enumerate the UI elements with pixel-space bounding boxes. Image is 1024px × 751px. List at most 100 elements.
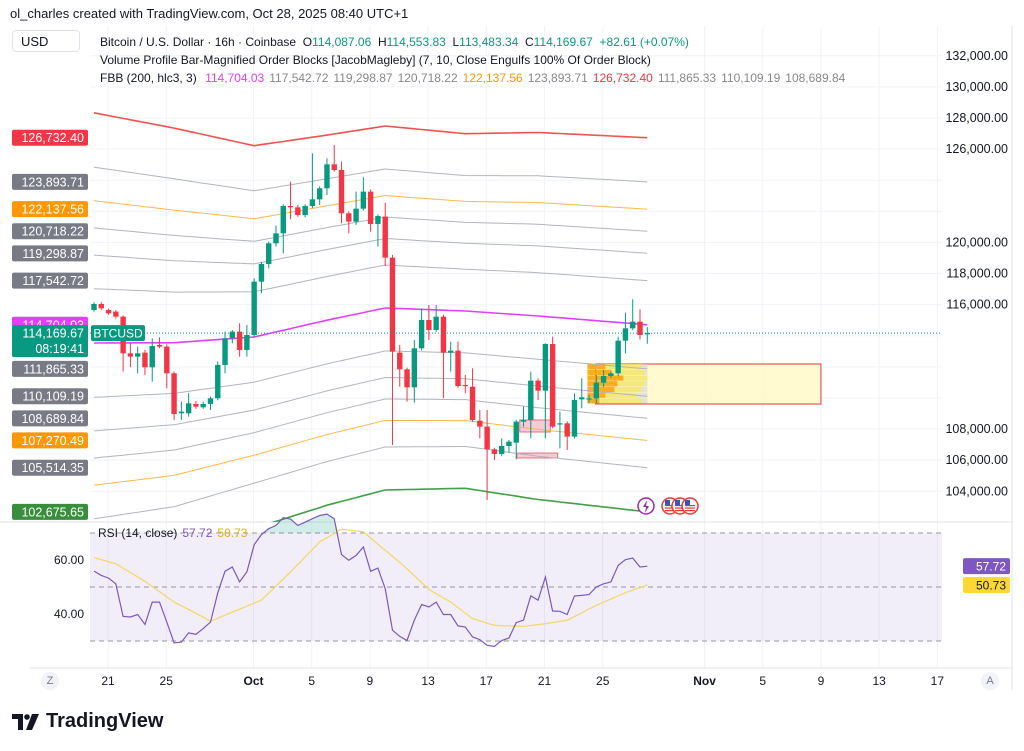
lightning-icon-bolt: [643, 500, 649, 513]
candle: [462, 374, 468, 394]
candle: [571, 393, 578, 439]
candle: [287, 181, 294, 220]
fbb-band-line: [93, 264, 648, 293]
candle: [477, 409, 483, 439]
price-badge-label: 117,542.72: [22, 274, 84, 288]
candle: [615, 336, 621, 377]
candle: [630, 299, 636, 331]
us-flag-stripe: [665, 507, 675, 509]
candle: [397, 344, 403, 387]
candle-body: [600, 375, 607, 383]
candle: [608, 371, 614, 378]
high-value: 114,553.83: [386, 35, 446, 49]
price-axis-label: 118,000.00: [946, 267, 1008, 281]
candle: [382, 202, 388, 266]
candle-body: [397, 352, 403, 370]
candle: [215, 361, 221, 401]
candle: [251, 278, 257, 338]
candle: [404, 367, 410, 402]
us-flag-canton: [665, 500, 670, 505]
rsi-axis-label: 40.00: [54, 607, 84, 621]
indicator-legend-fbb[interactable]: FBB (200, hlc3, 3) 114,704.03 117,542.72 1…: [100, 71, 846, 85]
candle: [542, 343, 549, 439]
fbb-band-line: [93, 112, 648, 147]
candle-body: [338, 170, 345, 214]
candle-body: [316, 188, 323, 200]
candle-body: [608, 373, 614, 376]
candle-body: [367, 191, 374, 224]
candle: [513, 419, 519, 460]
candle-body: [469, 386, 476, 420]
fbb-band-line: [93, 420, 648, 486]
candle: [557, 411, 563, 449]
candle-body: [542, 343, 549, 391]
candle: [433, 304, 439, 332]
price-badge-label: 114,169.67: [22, 327, 84, 341]
candle-body: [236, 331, 243, 350]
candle: [528, 371, 534, 439]
rsi-legend: RSI (14, close) 57.72 50.73: [98, 526, 248, 540]
candle-body: [637, 321, 643, 335]
candle: [535, 378, 541, 400]
price-axis-label: 128,000.00: [945, 111, 1008, 125]
x-tick-label: 5: [308, 674, 315, 688]
x-tick-label: Nov: [693, 674, 716, 688]
price-badge: 120,718.22: [12, 223, 88, 240]
volume-profile-bar: [587, 381, 618, 387]
us-flag-stripe: [665, 510, 675, 512]
candle: [207, 396, 214, 410]
price-axis-label: 132,000.00: [945, 49, 1008, 63]
candle: [302, 204, 308, 218]
zoom-reset-button[interactable]: Z: [41, 672, 59, 690]
currency-button[interactable]: USD: [12, 30, 80, 52]
fbb-legend-value: 123,893.71: [527, 71, 588, 85]
candle: [98, 302, 104, 311]
symbol-title: Bitcoin / U.S. Dollar · 16h · Coinbase: [100, 35, 297, 49]
indicator-legend-order-blocks[interactable]: Volume Profile Bar-Magnified Order Block…: [100, 53, 651, 67]
candle: [105, 308, 112, 315]
rsi-ma-value-badge-bg: [963, 577, 1010, 594]
candle: [491, 447, 498, 460]
candle: [367, 189, 374, 232]
price-badge-bg: [12, 245, 88, 262]
candle: [426, 304, 432, 340]
fbb-band-line: [93, 237, 648, 265]
fbb-band-line: [93, 376, 648, 432]
price-axis-label: 120,000.00: [945, 235, 1008, 249]
fbb-band-line: [93, 350, 648, 398]
candle-body: [266, 243, 272, 264]
candle-body: [426, 320, 432, 330]
candle-body: [171, 373, 177, 414]
candle: [149, 338, 155, 382]
candle-body: [251, 281, 257, 335]
auto-scale-button[interactable]: A: [981, 672, 999, 690]
candle-body: [528, 380, 534, 420]
price-axis-label: 116,000.00: [946, 298, 1008, 312]
price-badge: 126,732.40: [12, 129, 88, 146]
candle: [469, 368, 476, 423]
candle-body: [178, 411, 185, 414]
candle: [338, 161, 345, 224]
fbb-band-line: [93, 166, 648, 192]
volume-profile-bar: [587, 398, 600, 404]
candle-body: [593, 382, 600, 399]
rsi-value-badge: 57.72: [963, 558, 1010, 575]
candle-body: [91, 303, 97, 310]
us-flag-stripe: [675, 510, 685, 512]
us-flag-stripe: [675, 507, 685, 509]
us-flag-stripe: [685, 507, 695, 509]
candle: [375, 214, 381, 247]
candle-body: [557, 423, 563, 425]
us-flag-stripe: [675, 505, 685, 507]
us-flag-canton: [675, 500, 680, 505]
price-badge-bg: [12, 503, 88, 520]
candle-body: [215, 364, 221, 399]
symbol-label-bg: [91, 325, 145, 342]
candle-body: [622, 328, 629, 341]
price-axis-label: 104,000.00: [945, 484, 1008, 498]
candle: [193, 401, 199, 409]
fbb-band-line: [271, 487, 648, 522]
candle-body: [411, 348, 418, 388]
